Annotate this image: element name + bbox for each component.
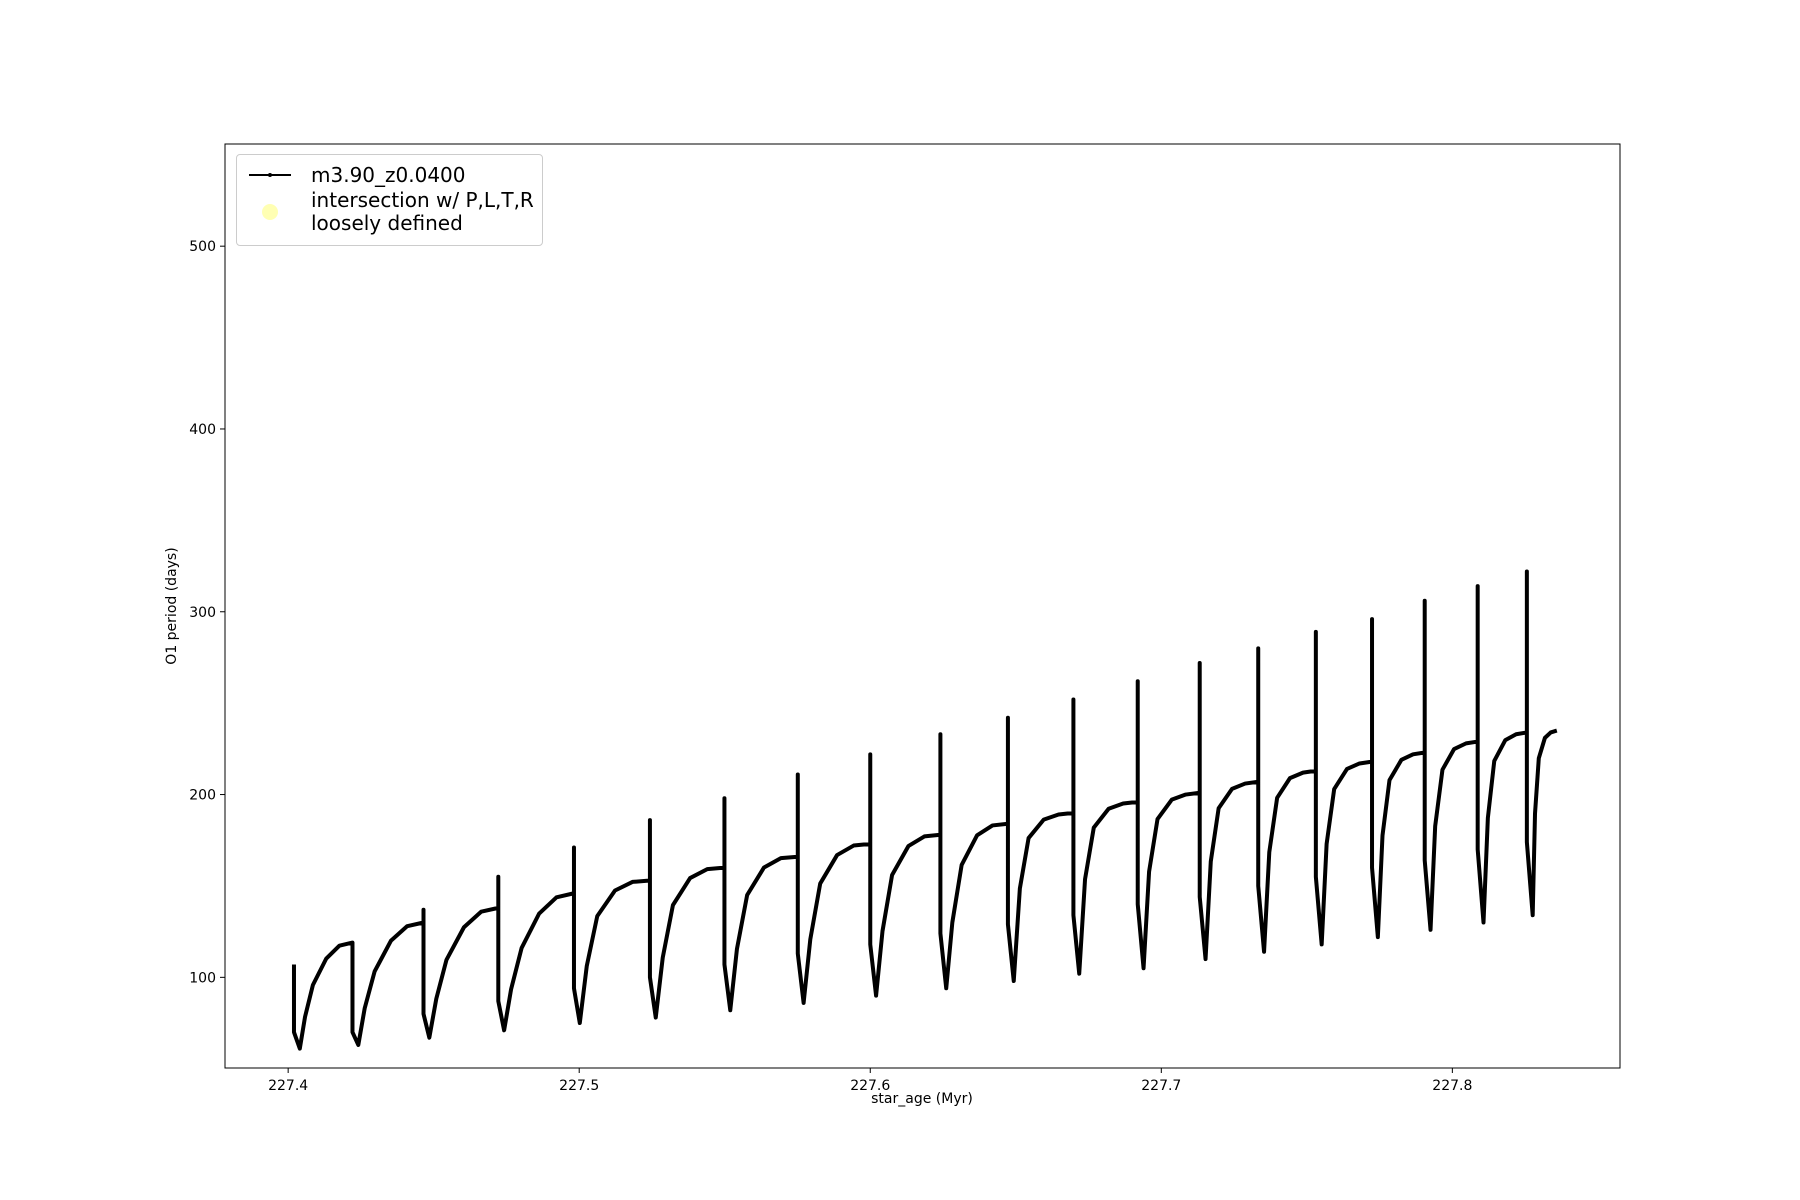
x-axis-label: star_age (Myr) (871, 1091, 973, 1107)
legend-label: intersection w/ P,L,T,R loosely defined (311, 188, 534, 235)
legend-marker (268, 173, 272, 177)
y-tick-label: 300 (189, 605, 216, 621)
series-line (291, 569, 1558, 1051)
y-axis-label: O1 period (days) (164, 547, 180, 664)
legend-label: m3.90_z0.0400 (311, 162, 466, 187)
y-tick-label: 200 (189, 788, 216, 804)
legend-swatch (262, 204, 278, 220)
legend-marker (262, 204, 278, 220)
legend: m3.90_z0.0400 intersection w/ P,L,T,R loo… (236, 154, 543, 246)
x-tick-label: 227.4 (268, 1078, 308, 1094)
y-tick-label: 500 (189, 239, 216, 255)
y-tick-label: 100 (189, 970, 216, 986)
plot-frame (224, 143, 1621, 1069)
x-tick-label: 227.8 (1432, 1078, 1472, 1094)
legend-entry: intersection w/ P,L,T,R loosely defined (245, 189, 534, 235)
x-tick-label: 227.6 (850, 1078, 890, 1094)
x-tick-label: 227.7 (1141, 1078, 1181, 1094)
legend-swatch (249, 173, 291, 177)
legend-entry: m3.90_z0.0400 (245, 163, 534, 187)
x-tick-label: 227.5 (559, 1078, 599, 1094)
y-tick-label: 400 (189, 422, 216, 438)
